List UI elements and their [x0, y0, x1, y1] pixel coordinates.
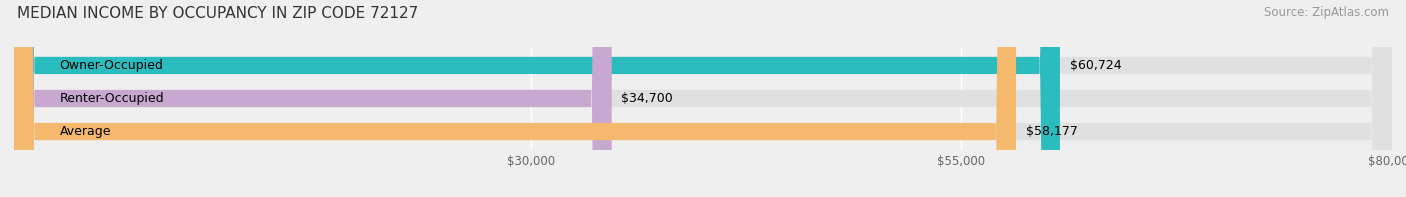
Text: Renter-Occupied: Renter-Occupied [59, 92, 165, 105]
Text: Owner-Occupied: Owner-Occupied [59, 59, 163, 72]
Text: MEDIAN INCOME BY OCCUPANCY IN ZIP CODE 72127: MEDIAN INCOME BY OCCUPANCY IN ZIP CODE 7… [17, 6, 418, 21]
FancyBboxPatch shape [14, 0, 1060, 197]
FancyBboxPatch shape [14, 0, 1392, 197]
FancyBboxPatch shape [14, 0, 612, 197]
Text: $58,177: $58,177 [1026, 125, 1077, 138]
Text: Source: ZipAtlas.com: Source: ZipAtlas.com [1264, 6, 1389, 19]
FancyBboxPatch shape [14, 0, 1017, 197]
Text: $60,724: $60,724 [1070, 59, 1121, 72]
FancyBboxPatch shape [14, 0, 1392, 197]
Text: $34,700: $34,700 [621, 92, 673, 105]
FancyBboxPatch shape [14, 0, 1392, 197]
Text: Average: Average [59, 125, 111, 138]
